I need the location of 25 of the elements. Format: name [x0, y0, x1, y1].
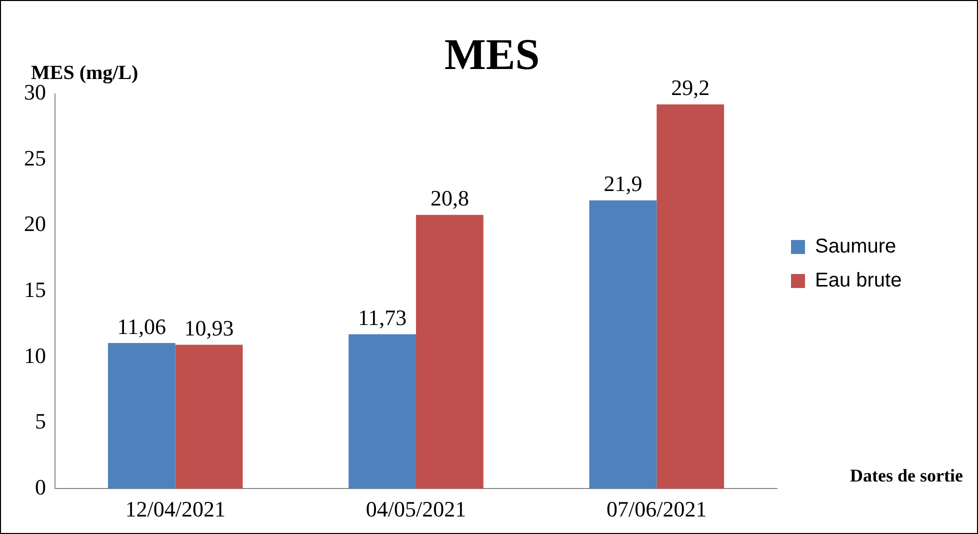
bar [108, 343, 176, 489]
y-tick-label: 15 [24, 276, 46, 302]
data-label: 11,73 [358, 305, 407, 330]
x-tick-label: 04/05/2021 [366, 496, 466, 522]
bar [348, 334, 416, 489]
bar [656, 104, 724, 489]
data-label: 20,8 [430, 186, 469, 211]
x-axis-title: Dates de sortie [850, 465, 964, 486]
y-tick-label: 5 [35, 408, 46, 434]
data-label: 21,9 [604, 171, 642, 196]
legend-label: Eau brute [815, 270, 902, 292]
legend-label: Saumure [815, 236, 896, 258]
y-tick-label: 20 [24, 211, 46, 236]
data-label: 29,2 [671, 75, 710, 100]
bar [175, 344, 243, 489]
x-tick-label: 07/06/2021 [606, 496, 707, 522]
bar [589, 200, 657, 489]
y-tick-label: 25 [24, 145, 46, 170]
data-label: 10,93 [184, 316, 234, 341]
bar [416, 214, 484, 489]
data-label: 11,06 [117, 314, 166, 339]
y-tick-label: 10 [24, 342, 46, 368]
chart-title: MES [444, 30, 540, 79]
x-tick-label: 12/04/2021 [125, 496, 226, 522]
y-tick-label: 0 [35, 474, 46, 500]
